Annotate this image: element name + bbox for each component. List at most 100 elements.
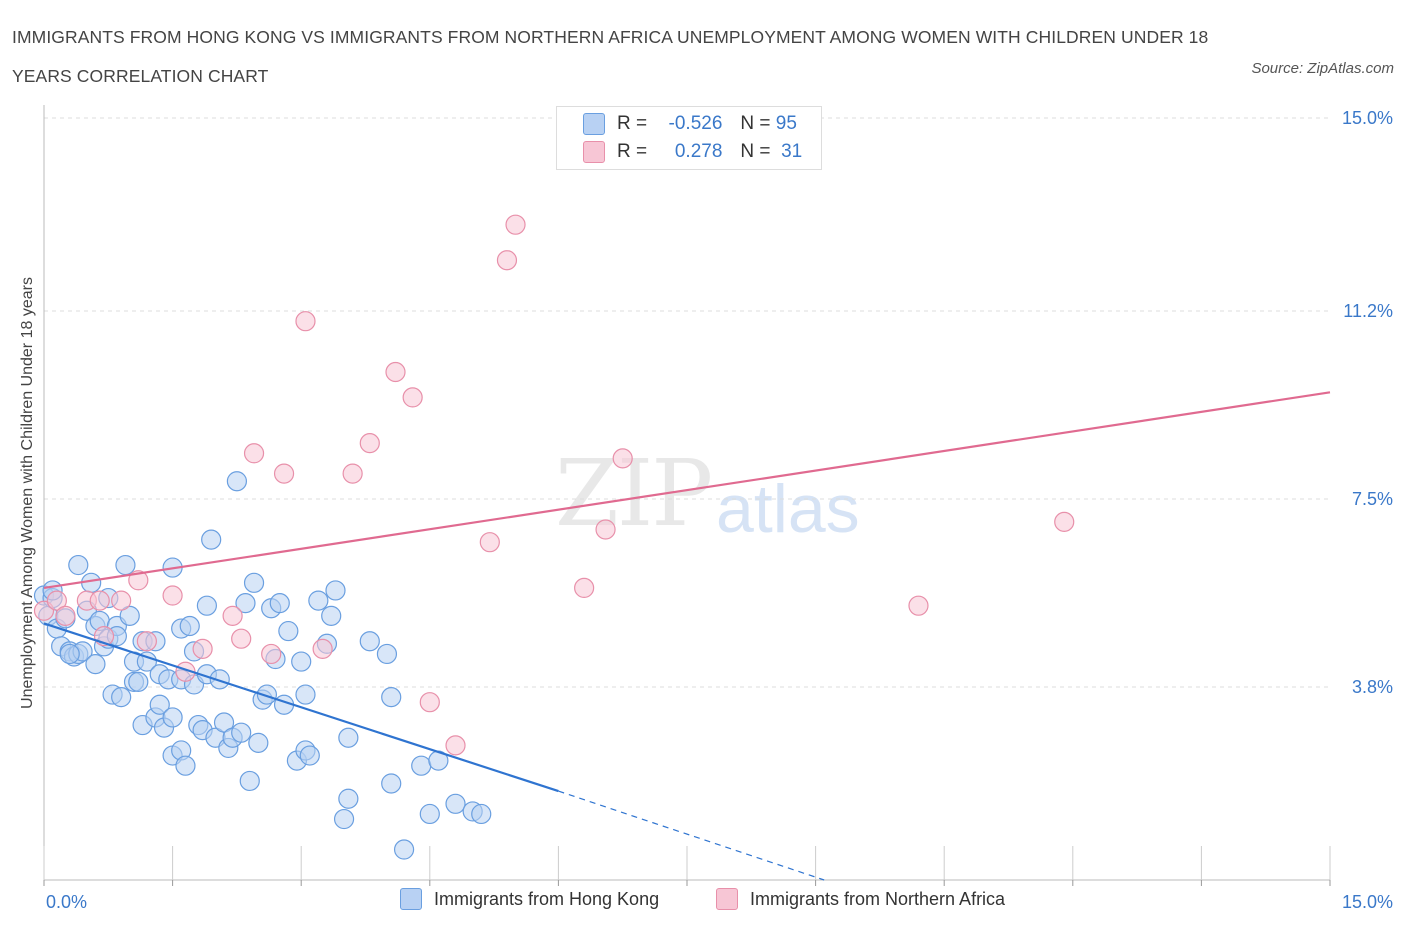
hong-kong-point [419,803,440,825]
hong-kong-point [308,590,329,611]
legend-swatch-hong-kong [583,113,605,135]
hong-kong-point [136,651,157,672]
hong-kong-point [149,694,170,715]
correlation-legend: R = -0.526 N = 95 R = 0.278 N = 31 [556,106,822,170]
northern-africa-point [595,519,616,540]
hong-kong-point [226,471,247,492]
hong-kong-point [256,684,278,705]
legend-r-value-northern-africa: 0.278 [674,141,723,162]
northern-africa-point [295,311,316,332]
hong-kong-point [209,669,230,690]
northern-africa-points [33,214,1075,756]
hong-kong-point [239,770,260,792]
northern-africa-point [908,595,929,616]
series-legend-hong-kong: Immigrants from Hong Kong [400,888,659,910]
watermark-atlas: atlas [716,471,860,547]
series-legend-northern-africa: Immigrants from Northern Africa [716,888,1005,910]
hong-kong-point [471,803,492,825]
hong-kong-point [119,605,140,626]
hong-kong-point [59,643,80,665]
northern-africa-trend-line [43,391,1331,589]
hong-kong-point [381,773,402,794]
series-swatch-hong-kong [400,888,422,910]
legend-n-value-northern-africa: 31 [781,141,803,162]
hong-kong-point [162,707,183,728]
hong-kong-point [248,732,269,753]
legend-row-hong-kong: R = -0.526 N = 95 [583,112,797,136]
y-tick-label: 7.5% [1352,489,1393,509]
hong-kong-point [299,745,320,766]
y-tick-label: 3.8% [1352,677,1393,697]
legend-swatch-northern-africa [583,141,605,163]
northern-africa-point [312,638,333,659]
series-name-hong-kong: Immigrants from Hong Kong [434,888,660,909]
northern-africa-point [231,628,252,649]
northern-africa-point [111,590,132,611]
chart-title: IMMIGRANTS FROM HONG KONG VS IMMIGRANTS … [12,27,1209,86]
hong-kong-point [235,593,256,614]
legend-r-label: R = [617,113,648,134]
northern-africa-point [359,433,380,454]
series-name-northern-africa: Immigrants from Northern Africa [750,888,1006,909]
hong-kong-point [325,580,346,601]
hong-kong-point [179,615,200,637]
hong-kong-point [231,722,252,743]
tick-labels: 3.8% 7.5% 11.2% 15.0% 0.0% 15.0% [46,108,1393,912]
hong-kong-point [393,839,415,860]
y-tick-label: 11.2% [1343,301,1393,321]
hong-kong-point [321,605,342,626]
hong-kong-point [175,755,196,776]
northern-africa-point [612,448,633,469]
hong-kong-point [381,687,402,708]
northern-africa-point [55,605,76,626]
hong-kong-point [338,788,359,809]
hong-kong-point [338,727,359,748]
northern-africa-point [1054,511,1075,532]
hong-kong-point [278,620,299,642]
watermark-zip: ZIP [555,440,713,547]
hong-kong-point [295,684,316,705]
legend-n-label: N = [740,113,771,134]
hong-kong-point [243,572,265,593]
northern-africa-point [479,532,500,553]
legend-row-northern-africa: R = 0.278 N = 31 [583,140,802,164]
hong-kong-point [376,643,398,665]
northern-africa-point [162,585,183,606]
northern-africa-point [243,443,265,464]
y-tick-label: 15.0% [1342,108,1393,128]
hong-kong-point [445,793,466,814]
series-swatch-northern-africa [716,888,738,910]
hong-kong-point [128,671,149,692]
northern-africa-point [505,214,526,235]
northern-africa-point [445,735,466,756]
hong-kong-point [333,808,355,830]
hong-kong-trend-extension [558,790,825,881]
axes [43,105,1331,886]
hong-kong-points [33,471,492,860]
northern-africa-point [273,463,295,484]
northern-africa-point [128,570,149,591]
northern-africa-point [222,605,243,626]
hong-kong-point [85,653,106,675]
x-tick-label-max: 15.0% [1342,892,1393,912]
hong-kong-point [269,593,290,614]
hong-kong-point [291,651,312,672]
legend-n-label: N = [740,141,771,162]
hong-kong-point [68,554,89,576]
legend-n-value-hong-kong: 95 [775,113,797,134]
hong-kong-point [115,554,136,576]
northern-africa-point [419,692,440,713]
legend-r-value-hong-kong: -0.526 [668,113,723,134]
northern-africa-point [46,590,67,611]
northern-africa-point [496,250,518,271]
hong-kong-point [201,529,222,550]
legend-r-label: R = [617,141,648,162]
northern-africa-point [136,631,157,652]
hong-kong-trend-line [43,622,559,793]
hong-kong-point [196,595,217,616]
northern-africa-point [261,643,282,665]
source-label: Source: ZipAtlas.com [1251,60,1394,77]
hong-kong-point [111,687,132,708]
northern-africa-point [192,638,213,659]
trend-lines [43,391,1331,881]
